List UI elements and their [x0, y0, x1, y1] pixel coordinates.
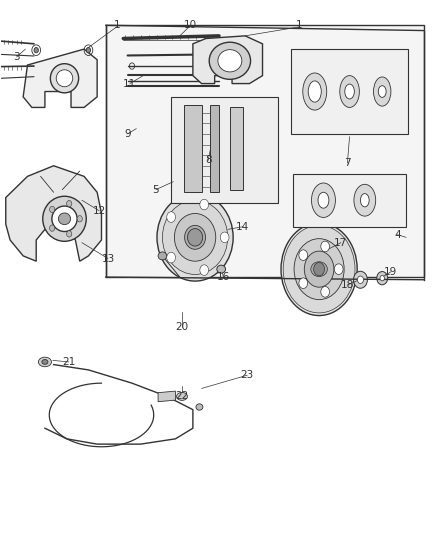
Circle shape: [34, 47, 39, 53]
Circle shape: [200, 199, 208, 210]
Ellipse shape: [174, 214, 216, 261]
Polygon shape: [193, 36, 262, 84]
Polygon shape: [158, 391, 176, 402]
Ellipse shape: [374, 77, 391, 106]
Ellipse shape: [157, 193, 233, 281]
Text: 21: 21: [62, 357, 75, 367]
Circle shape: [321, 241, 329, 252]
Circle shape: [167, 212, 176, 222]
Ellipse shape: [50, 63, 79, 93]
Text: 9: 9: [124, 129, 131, 139]
Polygon shape: [23, 49, 97, 108]
Circle shape: [167, 252, 176, 263]
Ellipse shape: [380, 276, 385, 281]
Ellipse shape: [58, 213, 71, 224]
Ellipse shape: [311, 262, 327, 277]
Bar: [293, 174, 406, 227]
Text: 23: 23: [240, 370, 254, 380]
Ellipse shape: [218, 50, 242, 72]
Ellipse shape: [209, 42, 251, 79]
Text: 1: 1: [296, 20, 303, 30]
Ellipse shape: [304, 251, 334, 287]
Polygon shape: [230, 108, 243, 190]
Ellipse shape: [217, 265, 226, 273]
Circle shape: [215, 51, 223, 59]
Circle shape: [49, 225, 55, 231]
Ellipse shape: [56, 70, 73, 87]
Text: 12: 12: [93, 206, 106, 216]
Ellipse shape: [283, 225, 355, 313]
Ellipse shape: [294, 239, 344, 300]
Ellipse shape: [314, 263, 325, 276]
Circle shape: [67, 200, 72, 207]
Ellipse shape: [39, 357, 51, 367]
Circle shape: [299, 278, 307, 288]
Polygon shape: [184, 105, 201, 192]
Ellipse shape: [42, 360, 48, 365]
Ellipse shape: [185, 225, 205, 249]
Ellipse shape: [158, 252, 167, 260]
Circle shape: [321, 287, 329, 297]
Ellipse shape: [377, 271, 388, 285]
Bar: [291, 49, 408, 134]
Ellipse shape: [281, 223, 357, 316]
Polygon shape: [6, 166, 102, 261]
Ellipse shape: [196, 404, 203, 410]
Ellipse shape: [311, 183, 336, 217]
Text: 19: 19: [384, 267, 398, 277]
Text: 16: 16: [217, 272, 230, 282]
Polygon shape: [210, 105, 219, 192]
Text: 3: 3: [13, 52, 20, 62]
Ellipse shape: [162, 200, 228, 274]
Bar: [171, 97, 278, 203]
Text: 17: 17: [334, 238, 347, 248]
Ellipse shape: [354, 184, 376, 216]
Circle shape: [49, 206, 55, 213]
Text: 1: 1: [113, 20, 120, 30]
Circle shape: [77, 216, 82, 222]
Ellipse shape: [177, 392, 187, 400]
Ellipse shape: [340, 76, 359, 108]
Ellipse shape: [43, 196, 86, 241]
Ellipse shape: [187, 229, 203, 246]
Ellipse shape: [345, 84, 354, 99]
Text: 20: 20: [176, 322, 189, 333]
Text: 11: 11: [123, 78, 136, 88]
Text: 13: 13: [101, 254, 115, 263]
Circle shape: [299, 250, 307, 261]
Text: 22: 22: [175, 391, 189, 401]
Ellipse shape: [360, 193, 369, 207]
Ellipse shape: [353, 271, 367, 288]
Ellipse shape: [52, 206, 77, 231]
Ellipse shape: [303, 73, 327, 110]
Circle shape: [220, 232, 229, 243]
Ellipse shape: [357, 276, 364, 284]
Text: 10: 10: [184, 20, 197, 30]
Ellipse shape: [318, 192, 329, 208]
Circle shape: [86, 47, 91, 53]
Text: 18: 18: [341, 280, 354, 290]
Circle shape: [334, 264, 343, 274]
Text: 7: 7: [344, 158, 351, 168]
Text: 5: 5: [152, 184, 159, 195]
Ellipse shape: [378, 86, 386, 98]
Ellipse shape: [308, 81, 321, 102]
Polygon shape: [106, 25, 424, 277]
Circle shape: [67, 231, 72, 237]
Text: 14: 14: [237, 222, 250, 232]
Text: 4: 4: [394, 230, 401, 240]
Text: 8: 8: [205, 156, 212, 165]
Circle shape: [200, 265, 208, 276]
